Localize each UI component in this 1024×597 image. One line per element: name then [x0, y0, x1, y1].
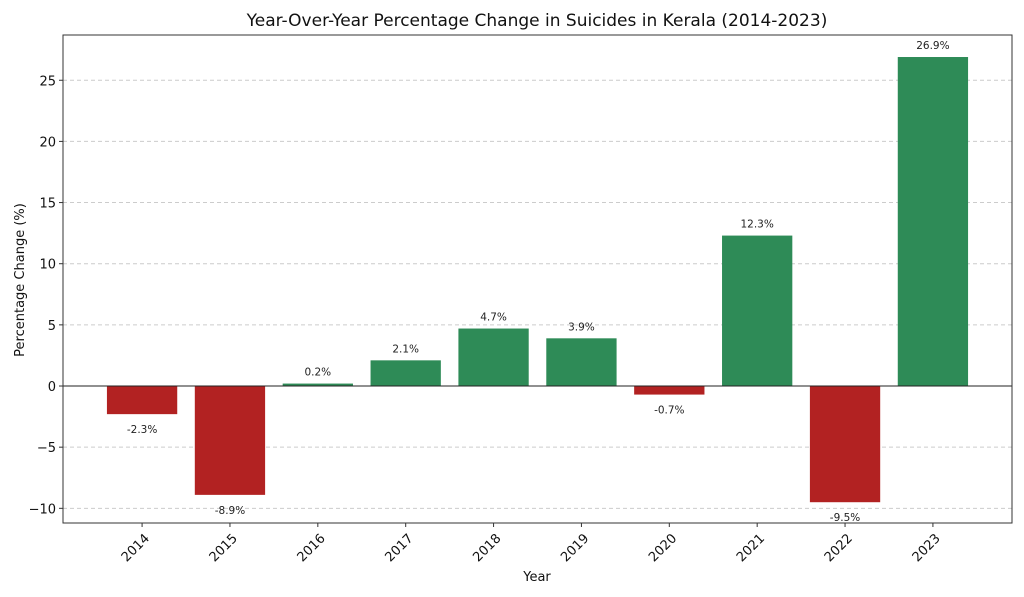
data-label: 2.1% — [392, 343, 419, 355]
data-label: 12.3% — [740, 219, 773, 231]
bar-2020 — [634, 386, 705, 395]
x-tick-label: 2019 — [558, 531, 592, 565]
data-label: 26.9% — [916, 40, 949, 52]
x-tick-label: 2021 — [734, 531, 768, 565]
y-tick-label: −5 — [37, 441, 56, 456]
bar-2018 — [458, 328, 529, 387]
y-tick-label: 15 — [39, 197, 56, 212]
data-label: -8.9% — [215, 505, 245, 517]
x-tick-label: 2022 — [822, 531, 856, 565]
bar-2015 — [194, 386, 266, 495]
x-tick-label: 2023 — [910, 531, 944, 565]
y-tick-label: 0 — [48, 380, 56, 395]
data-label: 4.7% — [480, 312, 507, 324]
bar-2019 — [546, 338, 617, 387]
data-label: -0.7% — [654, 405, 684, 417]
y-tick-label: −10 — [29, 502, 56, 517]
x-tick-label: 2020 — [646, 531, 680, 565]
bar-2022 — [809, 386, 881, 503]
x-tick-label: 2015 — [207, 531, 241, 565]
y-tick-label: 20 — [39, 135, 56, 150]
data-label: 0.2% — [304, 367, 331, 379]
data-label: 3.9% — [568, 321, 595, 333]
bar-2017 — [370, 360, 441, 387]
x-tick-label: 2018 — [470, 531, 504, 565]
x-tick-label: 2014 — [119, 531, 153, 565]
y-tick-label: 25 — [39, 74, 56, 89]
bar-2023 — [897, 57, 969, 387]
y-tick-label: 10 — [39, 258, 56, 273]
x-axis-label: Year — [522, 570, 551, 585]
x-tick-label: 2017 — [383, 531, 417, 565]
y-axis-label: Percentage Change (%) — [13, 203, 28, 357]
bar-2016 — [282, 383, 353, 387]
x-tick-label: 2016 — [295, 531, 329, 565]
bar-2014 — [106, 386, 178, 415]
y-tick-label: 5 — [48, 319, 56, 334]
data-label: -9.5% — [830, 512, 860, 524]
data-label: -2.3% — [127, 424, 157, 436]
chart-title: Year-Over-Year Percentage Change in Suic… — [246, 11, 828, 31]
plot-frame — [62, 34, 1013, 524]
bar-2021 — [722, 235, 793, 387]
